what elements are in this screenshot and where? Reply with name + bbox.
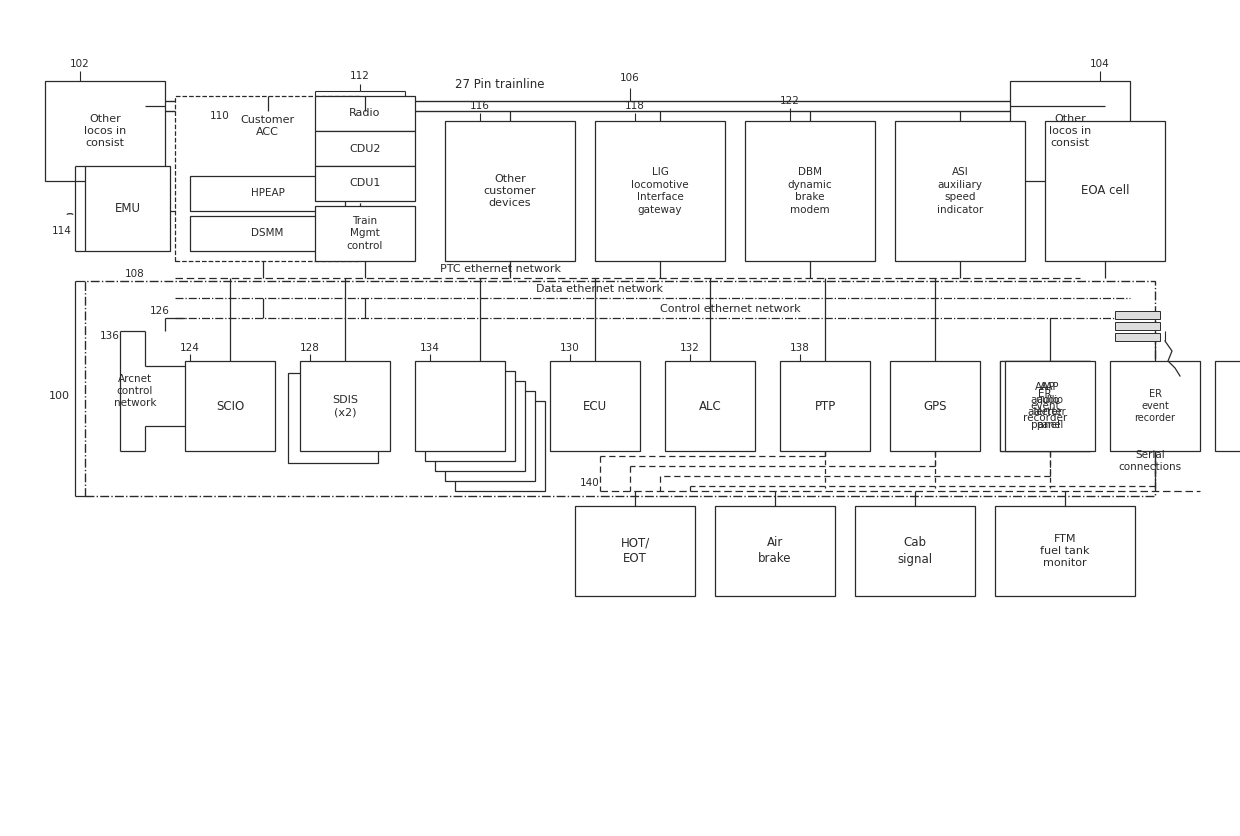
Bar (415, 361, 505, 451)
Bar (551, 361, 640, 451)
Text: Other
locos in
consist: Other locos in consist (1049, 114, 1091, 149)
Bar (999, 361, 1090, 451)
Text: AAP
audio
alerter
panel: AAP audio alerter panel (1028, 382, 1063, 430)
Bar (856, 506, 975, 596)
Text: ECU: ECU (583, 400, 608, 412)
Text: Data ethernet network: Data ethernet network (537, 284, 663, 294)
Text: 110: 110 (210, 111, 229, 121)
Text: Radio: Radio (350, 109, 381, 119)
Bar (86, 281, 1154, 496)
Text: 134: 134 (420, 343, 440, 353)
Bar (445, 391, 534, 481)
Bar (1115, 322, 1159, 330)
Text: AAP
audio
alerter
panel: AAP audio alerter panel (1034, 382, 1066, 430)
Text: 102: 102 (71, 59, 89, 69)
Bar (994, 506, 1135, 596)
Text: 136: 136 (100, 331, 120, 341)
Bar (315, 166, 415, 201)
Text: EOA cell: EOA cell (1081, 185, 1130, 197)
Text: HOT/
EOT: HOT/ EOT (620, 537, 650, 565)
Text: SDIS
(x2): SDIS (x2) (332, 395, 358, 417)
Text: Control ethernet network: Control ethernet network (660, 304, 800, 314)
Bar (745, 121, 875, 261)
Text: DSMM: DSMM (252, 228, 284, 238)
Text: ALC: ALC (698, 400, 722, 412)
Text: 108: 108 (125, 269, 145, 279)
Text: PTC ethernet network: PTC ethernet network (439, 264, 560, 274)
Text: 130: 130 (560, 343, 580, 353)
Bar (445, 121, 575, 261)
Bar (288, 373, 378, 463)
Text: HPEAP: HPEAP (250, 188, 284, 198)
Bar (315, 206, 415, 261)
Text: 126: 126 (150, 306, 170, 316)
Bar (715, 506, 835, 596)
Text: FTM
fuel tank
monitor: FTM fuel tank monitor (1040, 533, 1090, 568)
Text: Customer
ACC: Customer ACC (241, 115, 295, 137)
Bar (86, 166, 170, 251)
Bar (175, 96, 360, 261)
Text: 104: 104 (1090, 59, 1110, 69)
Bar (665, 361, 755, 451)
Text: TMC
(x6): TMC (x6) (467, 395, 492, 417)
Bar (45, 81, 165, 181)
Bar (595, 121, 725, 261)
Bar (1045, 121, 1166, 261)
Bar (315, 131, 415, 166)
Text: Cab
signal: Cab signal (898, 537, 932, 565)
Text: CDU1: CDU1 (350, 179, 381, 188)
Text: Other
customer
devices: Other customer devices (484, 174, 536, 208)
Bar (315, 96, 415, 131)
Text: 128: 128 (300, 343, 320, 353)
Text: 106: 106 (620, 73, 640, 83)
Text: DBM
dynamic
brake
modem: DBM dynamic brake modem (787, 167, 832, 215)
Bar (890, 361, 980, 451)
Bar (1115, 311, 1159, 319)
Text: 132: 132 (680, 343, 699, 353)
Text: Arcnet
control
network: Arcnet control network (114, 374, 156, 409)
Text: 118: 118 (625, 101, 645, 111)
Text: LIG
locomotive
Interface
gateway: LIG locomotive Interface gateway (631, 167, 688, 215)
Text: 138: 138 (790, 343, 810, 353)
Bar (575, 506, 694, 596)
Text: GPS: GPS (924, 400, 947, 412)
Text: ER
event
recorder: ER event recorder (1135, 389, 1176, 423)
Bar (780, 361, 870, 451)
Bar (895, 121, 1025, 261)
Text: 27 Pin trainline: 27 Pin trainline (455, 78, 544, 90)
Text: Other
locos in
consist: Other locos in consist (84, 114, 126, 149)
Text: 120: 120 (1140, 311, 1159, 321)
Bar (1115, 333, 1159, 341)
Text: 116: 116 (470, 101, 490, 111)
Text: Train
Mgmt
control: Train Mgmt control (347, 216, 383, 251)
Text: 122: 122 (780, 96, 800, 106)
Text: SCIO: SCIO (216, 400, 244, 412)
Text: 100: 100 (50, 391, 69, 401)
Text: 124: 124 (180, 343, 200, 353)
Bar (185, 361, 275, 451)
Bar (999, 361, 1090, 451)
Bar (300, 361, 391, 451)
Bar (190, 216, 345, 251)
Bar (1004, 361, 1095, 451)
Text: EMU: EMU (114, 202, 140, 215)
Bar (190, 176, 345, 211)
Bar (1110, 361, 1200, 451)
Text: ASI
auxiliary
speed
indicator: ASI auxiliary speed indicator (937, 167, 983, 215)
Bar (435, 381, 525, 471)
Bar (425, 371, 515, 461)
Bar (1215, 361, 1240, 451)
Text: ER
event
recorder: ER event recorder (1023, 389, 1068, 423)
Text: Air
brake: Air brake (758, 537, 792, 565)
Text: 112: 112 (350, 71, 370, 81)
Text: Serial
connections: Serial connections (1118, 450, 1182, 472)
Text: 114: 114 (52, 226, 72, 236)
Text: 140: 140 (580, 478, 600, 488)
Bar (1011, 81, 1130, 181)
Bar (455, 401, 546, 491)
Text: PTP: PTP (815, 400, 836, 412)
Text: CDU2: CDU2 (350, 144, 381, 154)
